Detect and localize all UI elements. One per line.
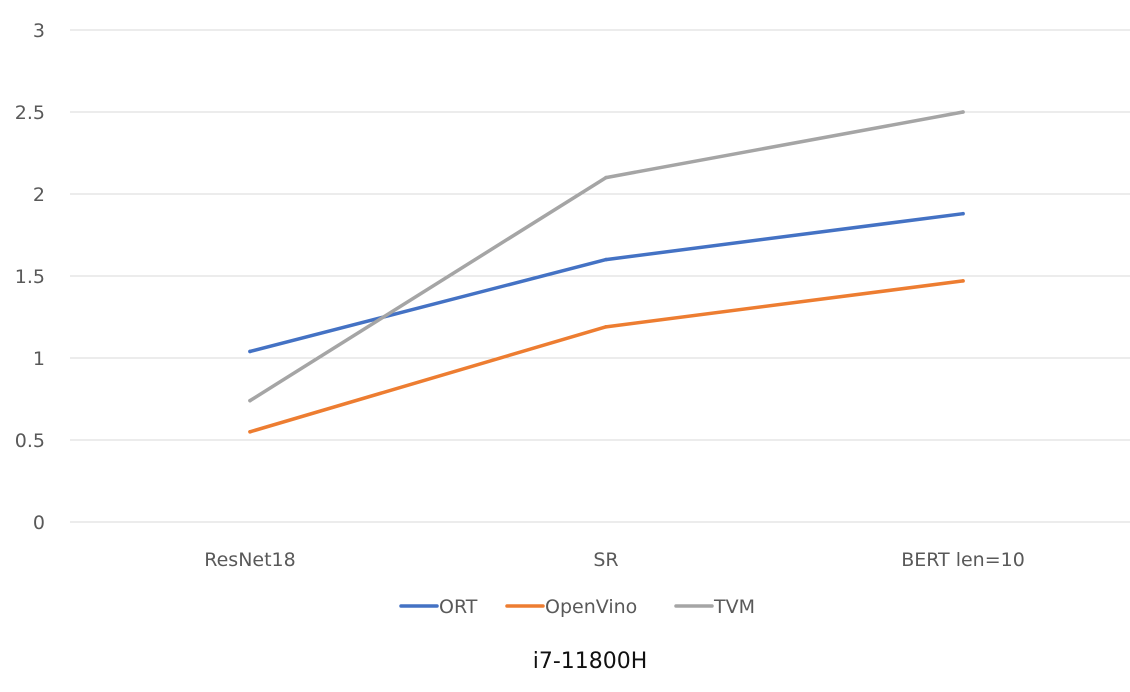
- series-line-openvino: [248, 279, 965, 434]
- chart-caption: i7-11800H: [533, 649, 648, 674]
- data-point: [248, 398, 252, 403]
- x-category-label: SR: [593, 549, 618, 571]
- y-axis-ticks: 0 0.5 1 1.5 2 2.5 3: [15, 20, 45, 534]
- series-line-ort: [248, 211, 965, 354]
- legend-label: OpenVino: [545, 596, 637, 618]
- y-tick-label: 0.5: [15, 430, 45, 452]
- data-point: [604, 175, 608, 180]
- data-point: [961, 279, 965, 283]
- series-line-tvm: [248, 110, 965, 403]
- data-point: [248, 349, 252, 354]
- data-point: [248, 430, 252, 434]
- data-point: [961, 211, 965, 216]
- data-point: [961, 110, 965, 114]
- x-category-label: ResNet18: [204, 549, 295, 571]
- gridlines: [70, 29, 1130, 523]
- y-tick-label: 3: [33, 20, 45, 42]
- y-tick-label: 2.5: [15, 102, 45, 124]
- legend: ORT OpenVino TVM: [399, 596, 755, 618]
- series-lines: [248, 110, 965, 434]
- y-tick-label: 2: [33, 184, 45, 206]
- legend-label: TVM: [713, 596, 755, 618]
- x-category-label: BERT len=10: [901, 549, 1025, 571]
- y-tick-label: 1.5: [15, 266, 45, 288]
- y-tick-label: 1: [33, 348, 45, 370]
- legend-label: ORT: [439, 596, 478, 618]
- x-axis-categories: ResNet18 SR BERT len=10: [204, 549, 1025, 571]
- data-point: [604, 325, 608, 329]
- y-tick-label: 0: [33, 512, 45, 534]
- data-point: [604, 257, 608, 262]
